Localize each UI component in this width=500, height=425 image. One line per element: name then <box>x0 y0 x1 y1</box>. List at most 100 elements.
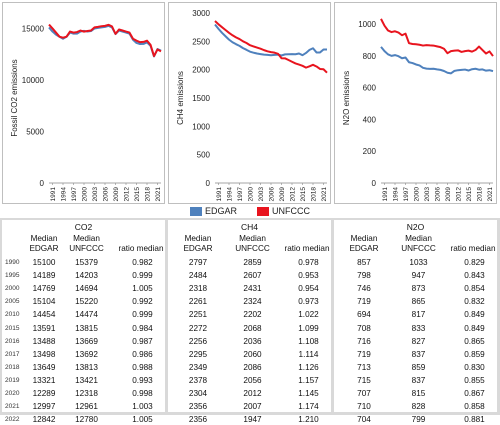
x-tick-label: 1991 <box>50 187 57 202</box>
x-tick-label: 2021 <box>321 187 328 202</box>
y-tick-label: 5000 <box>26 127 44 136</box>
y-axis-label: N2O emissions <box>342 71 351 125</box>
cell-median-unfccc: 833 <box>411 323 426 333</box>
cell-median-edgar: 13649 <box>32 362 56 372</box>
y-tick-label: 500 <box>197 151 211 160</box>
cell-median-unfccc: 13815 <box>75 323 98 333</box>
y-tick-label: 400 <box>363 115 377 124</box>
x-tick-label: 2009 <box>445 187 452 202</box>
cell-median-unfccc: 2431 <box>243 284 262 294</box>
cell-median-unfccc: 837 <box>411 375 426 385</box>
cell-median-edgar: 715 <box>357 375 371 385</box>
x-tick-label: 2003 <box>424 187 431 202</box>
y-tick-label: 800 <box>363 52 377 61</box>
series-line-edgar <box>380 46 494 75</box>
cell-ratio-median: 0.998 <box>132 389 153 398</box>
cell-median-unfccc: 859 <box>411 362 426 372</box>
cell-median-edgar: 13488 <box>32 336 56 346</box>
cell-ratio-median: 1.145 <box>298 389 319 398</box>
table-panel-n2o: N2O Median EDGAR Median UNFCCC ratio median… <box>334 220 497 424</box>
ratio-median-header: ratio median <box>284 244 330 253</box>
cell-ratio-median: 0.984 <box>132 323 153 333</box>
y-tick-label: 0 <box>372 179 377 188</box>
median-edgar-header: Median EDGAR <box>183 234 213 253</box>
cell-median-unfccc: 865 <box>411 297 426 307</box>
x-tick-label: 2015 <box>466 187 473 202</box>
x-tick-label: 2006 <box>103 187 110 202</box>
cell-ratio-median: 0.849 <box>464 310 485 320</box>
cell-ratio-median: 0.829 <box>464 258 485 267</box>
ch4-chart-panel: 0 500 1000 1500 2000 2500 3000 1991 1994 1997 2000… <box>168 2 331 204</box>
cell-ratio-median: 1.099 <box>298 323 319 333</box>
cell-ratio-median: 0.865 <box>464 336 485 346</box>
cell-median-unfccc: 817 <box>411 310 426 320</box>
cell-ratio-median: 0.988 <box>132 362 153 372</box>
cell-median-edgar: 716 <box>357 336 371 346</box>
table-year-cell: 2017 <box>5 350 20 358</box>
x-tick-label: 2009 <box>113 187 120 202</box>
cell-median-unfccc: 2012 <box>243 389 262 398</box>
y-tick-label: 0 <box>206 179 211 188</box>
cell-ratio-median: 0.999 <box>132 310 153 320</box>
cell-median-unfccc: 827 <box>411 336 426 346</box>
cell-ratio-median: 0.986 <box>132 349 153 359</box>
cell-ratio-median: 0.867 <box>464 389 485 398</box>
cell-ratio-median: 0.973 <box>298 297 319 307</box>
cell-median-edgar: 2356 <box>188 402 208 412</box>
median-unfccc-header: Median UNFCCC <box>235 234 270 253</box>
table-year-cell: 2005 <box>5 298 20 306</box>
cell-ratio-median: 0.881 <box>464 415 485 425</box>
cell-ratio-median: 0.953 <box>298 271 319 281</box>
cell-ratio-median: 1.126 <box>298 362 319 372</box>
cell-median-edgar: 704 <box>357 415 371 425</box>
cell-median-edgar: 2484 <box>188 271 208 281</box>
cell-median-unfccc: 14474 <box>75 310 98 320</box>
x-tick-label: 2006 <box>435 187 442 202</box>
cell-median-edgar: 2256 <box>188 336 208 346</box>
cell-median-edgar: 719 <box>357 297 371 307</box>
table-panel-ch4: CH4 Median EDGAR Median UNFCCC ratio median… <box>168 220 331 424</box>
ch4-chart: 0 500 1000 1500 2000 2500 3000 1991 1994 1997 2000… <box>176 9 328 202</box>
cell-median-edgar: 719 <box>357 349 371 359</box>
x-tick-label: 2006 <box>269 187 276 202</box>
cell-ratio-median: 0.992 <box>132 297 153 307</box>
cell-median-edgar: 14454 <box>32 310 56 320</box>
cell-median-unfccc: 947 <box>411 271 426 281</box>
cell-ratio-median: 1.157 <box>298 375 319 385</box>
median-unfccc-header: Median UNFCCC <box>69 234 104 253</box>
cell-median-unfccc: 1033 <box>409 258 428 267</box>
cell-median-unfccc: 13669 <box>75 336 98 346</box>
cell-median-unfccc: 12961 <box>75 402 98 412</box>
cell-median-unfccc: 2036 <box>243 336 262 346</box>
x-tick-label: 1997 <box>403 187 410 202</box>
cell-median-edgar: 708 <box>357 323 371 333</box>
cell-median-unfccc: 15220 <box>75 297 98 307</box>
cell-median-unfccc: 14694 <box>75 284 98 294</box>
cell-median-edgar: 15104 <box>32 297 56 307</box>
x-tick-label: 2021 <box>487 187 494 202</box>
x-tick-label: 2003 <box>92 187 99 202</box>
series-line-unfccc <box>48 23 162 58</box>
cell-ratio-median: 0.859 <box>464 349 485 359</box>
cell-median-unfccc: 13421 <box>75 375 98 385</box>
x-tick-label: 2015 <box>134 187 141 202</box>
x-tick-label: 1991 <box>382 187 389 202</box>
y-tick-label: 1500 <box>192 94 210 103</box>
cell-median-edgar: 14769 <box>32 284 56 294</box>
cell-median-unfccc: 2859 <box>243 258 262 267</box>
median-edgar-header: Median EDGAR <box>349 234 379 253</box>
cell-median-edgar: 2304 <box>188 389 208 398</box>
cell-ratio-median: 0.999 <box>132 271 153 281</box>
table-group-title: N2O <box>406 222 425 232</box>
cell-ratio-median: 0.855 <box>464 375 485 385</box>
cell-median-unfccc: 13692 <box>75 349 98 359</box>
cell-median-edgar: 13498 <box>32 349 56 359</box>
x-tick-label: 2018 <box>145 187 152 202</box>
table-year-cell: 2019 <box>5 376 20 384</box>
series-line-edgar <box>214 23 327 57</box>
cell-median-edgar: 746 <box>357 284 371 294</box>
co2-chart-panel: 0 5000 10000 15000 1991 1994 1997 2000 2003 2006 2… <box>2 2 165 204</box>
x-tick-label: 1994 <box>393 187 400 202</box>
n2o-chart: 0 200 400 600 800 1000 1991 1994 1997 2000 2003 200… <box>342 18 494 202</box>
